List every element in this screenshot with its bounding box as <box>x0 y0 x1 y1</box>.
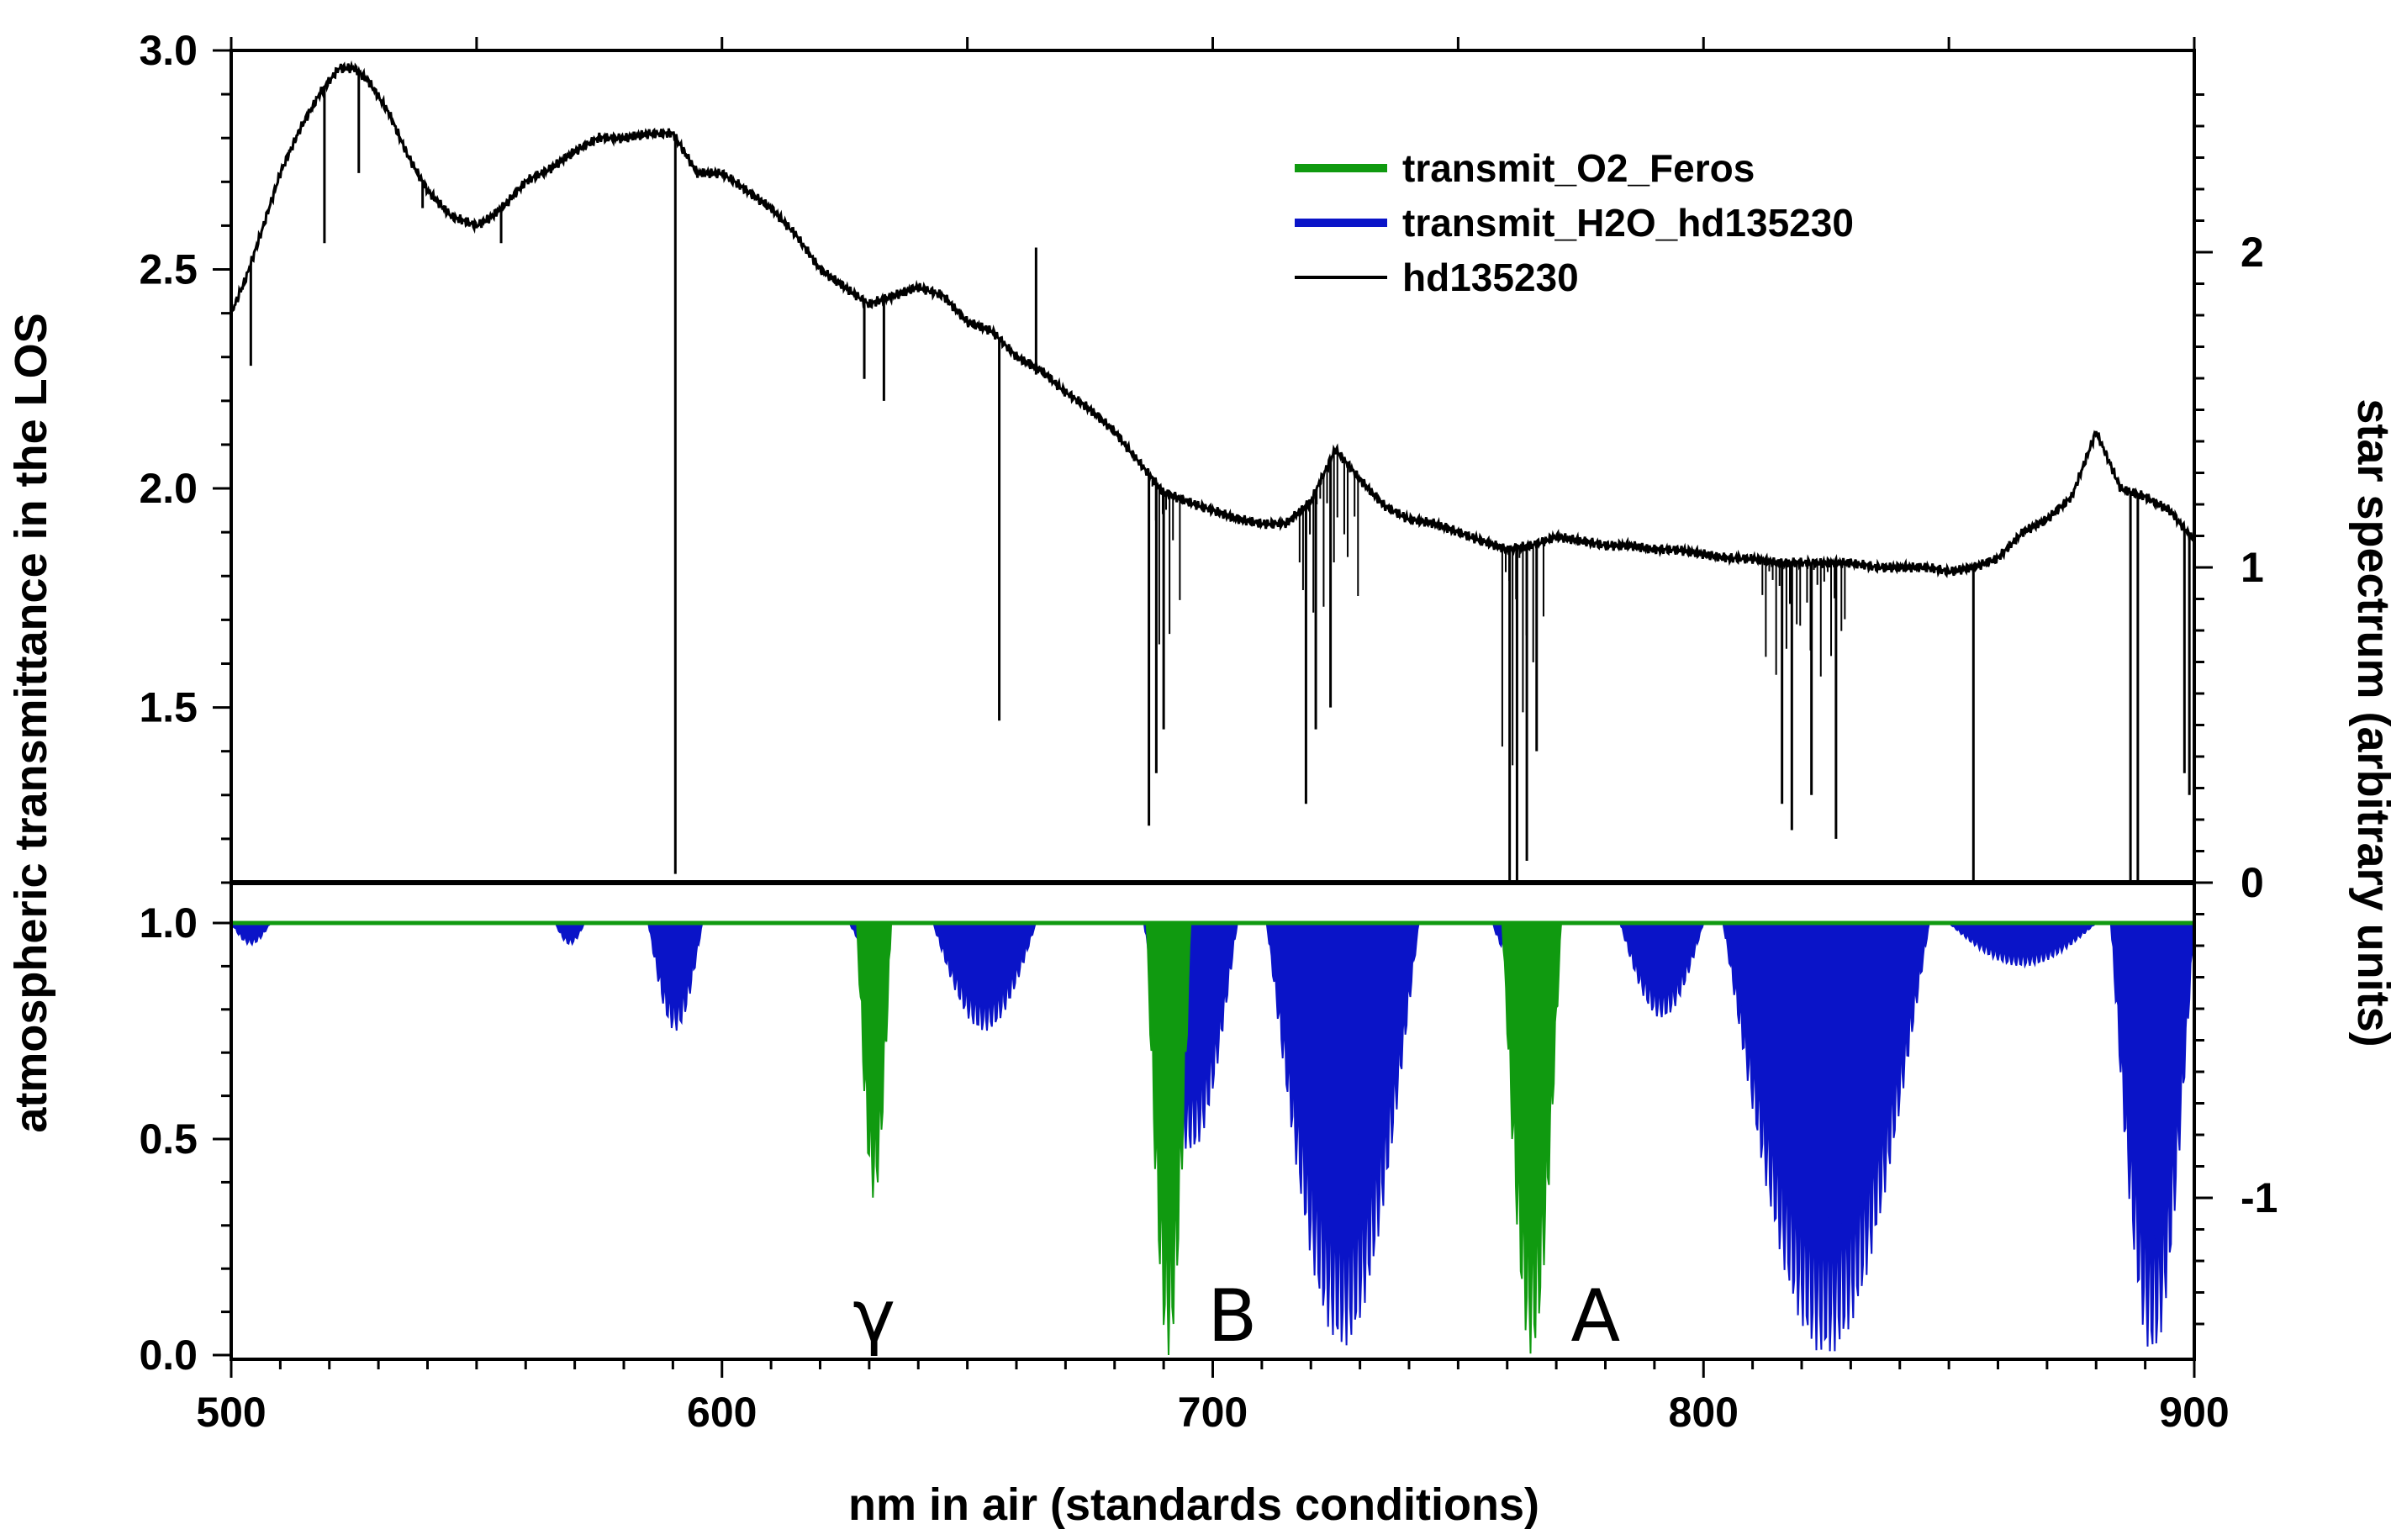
band-label-gamma: γ <box>852 1274 895 1358</box>
h2o-transmittance-band <box>1722 922 1931 1352</box>
o2-transmittance-band <box>856 922 893 1198</box>
legend-label-o2: transmit_O2_Feros <box>1402 146 1755 190</box>
lower-y-tick-label: 0.5 <box>139 1115 198 1163</box>
left-y-axis-title: atmospheric transmittance in the LOS <box>6 313 56 1132</box>
upper-y-tick-label: 1.5 <box>139 684 198 731</box>
right-y-tick-label: -1 <box>2241 1174 2278 1221</box>
o2-transmittance-band <box>1501 922 1563 1354</box>
plot-border <box>230 49 2196 1361</box>
o2-transmittance-band <box>1145 922 1192 1356</box>
h2o-transmittance-band <box>1618 922 1705 1018</box>
h2o-transmittance-band <box>553 922 587 947</box>
plot-frame <box>230 49 2196 1361</box>
right-y-tick-label: 0 <box>2241 859 2264 906</box>
x-tick-label: 500 <box>196 1389 266 1436</box>
tick-labels: 500 600 700 800 900 1.5 2.0 2.5 3.0 0.0 0.5 1.0 2 1 0 -… <box>139 27 2278 1436</box>
upper-y-tick-label: 3.0 <box>139 27 198 74</box>
lower-panel-series <box>230 920 2196 1356</box>
x-tick-label: 600 <box>687 1389 757 1436</box>
legend-label-h2o: transmit_H2O_hd135230 <box>1402 201 1854 245</box>
legend: transmit_O2_Feros transmit_H2O_hd135230 … <box>1295 146 1854 299</box>
band-label-b: B <box>1207 1274 1257 1358</box>
right-y-tick-label: 2 <box>2241 229 2264 276</box>
right-y-tick-label: 1 <box>2241 544 2264 591</box>
h2o-transmittance-band <box>230 922 272 947</box>
x-tick-label: 800 <box>1669 1389 1739 1436</box>
h2o-transmittance-band <box>1945 922 2099 969</box>
h2o-transmittance-band <box>647 922 704 1031</box>
lower-y-tick-label: 0.0 <box>139 1332 198 1379</box>
right-y-axis-title: star spectrum (arbitrary units) <box>2348 398 2391 1047</box>
legend-label-star: hd135230 <box>1402 256 1579 299</box>
x-tick-label: 700 <box>1178 1389 1248 1436</box>
h2o-transmittance-band <box>2109 922 2196 1347</box>
h2o-transmittance-band <box>932 922 1037 1031</box>
h2o-transmittance-band <box>1265 922 1420 1346</box>
x-tick-label: 900 <box>2159 1389 2229 1436</box>
x-axis-title: nm in air (standards conditions) <box>848 1479 1539 1530</box>
star-spectrum-line <box>230 60 2196 578</box>
upper-y-tick-label: 2.0 <box>139 465 198 512</box>
lower-y-tick-label: 1.0 <box>139 899 198 947</box>
axis-ticks <box>213 37 2213 1378</box>
upper-panel-series <box>230 60 2196 883</box>
upper-y-tick-label: 2.5 <box>139 246 198 293</box>
band-label-a: A <box>1570 1274 1620 1358</box>
